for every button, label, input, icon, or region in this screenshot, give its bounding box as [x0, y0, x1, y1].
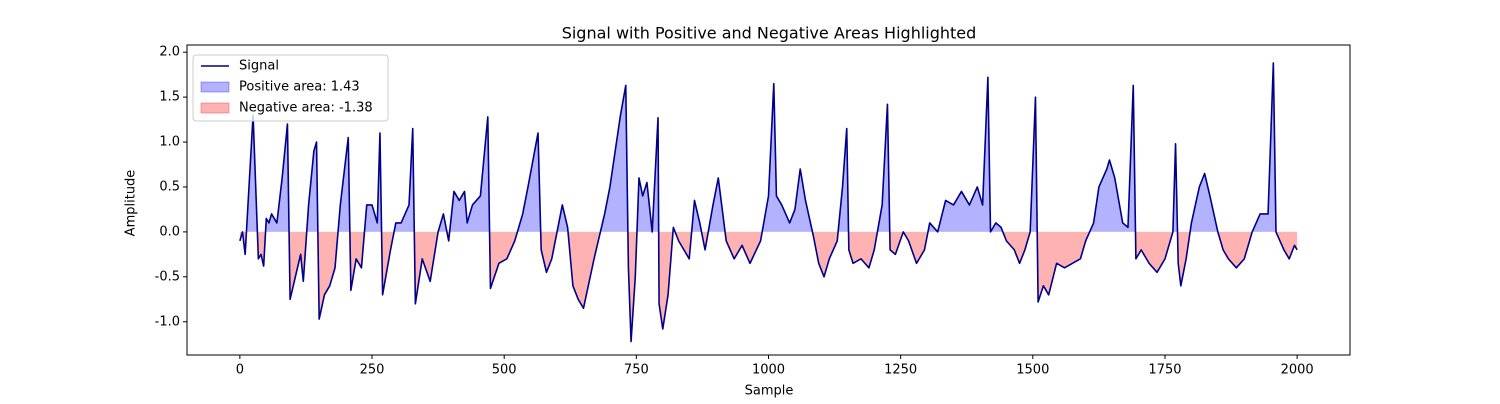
x-tick-label: 500: [492, 363, 517, 378]
legend-swatch: [200, 102, 230, 114]
x-tick-label: 1500: [1016, 363, 1049, 378]
legend-label: Signal: [239, 59, 279, 74]
legend-box: [192, 54, 389, 122]
legend-label: Negative area: -1.38: [239, 101, 373, 116]
x-tick-label: 1750: [1148, 363, 1181, 378]
x-tick-label: 1250: [884, 363, 917, 378]
signal-line: [239, 62, 1298, 343]
area-fill: [239, 231, 1298, 342]
y-tick-label: 1.0: [159, 135, 180, 150]
y-tick-label: -0.5: [155, 269, 180, 284]
y-tick-label: -1.0: [155, 314, 180, 329]
y-axis-label: Amplitude: [124, 170, 139, 237]
x-tick-label: 250: [360, 363, 385, 378]
y-tick-label: 1.5: [159, 90, 180, 105]
x-tick-label: 750: [624, 363, 649, 378]
x-axis-label: Sample: [745, 384, 794, 399]
x-tick-label: 2000: [1281, 363, 1314, 378]
legend-swatch: [200, 81, 230, 93]
x-tick-label: 1000: [752, 363, 785, 378]
y-tick-label: 0.0: [159, 224, 180, 239]
y-tick-label: 0.5: [159, 179, 180, 194]
plot-frame: [186, 44, 1351, 356]
y-tick-label: 2.0: [159, 45, 180, 60]
chart-title: Signal with Positive and Negative Areas …: [562, 24, 977, 43]
x-tick-label: 0: [236, 363, 244, 378]
legend-label: Positive area: 1.43: [239, 80, 360, 95]
